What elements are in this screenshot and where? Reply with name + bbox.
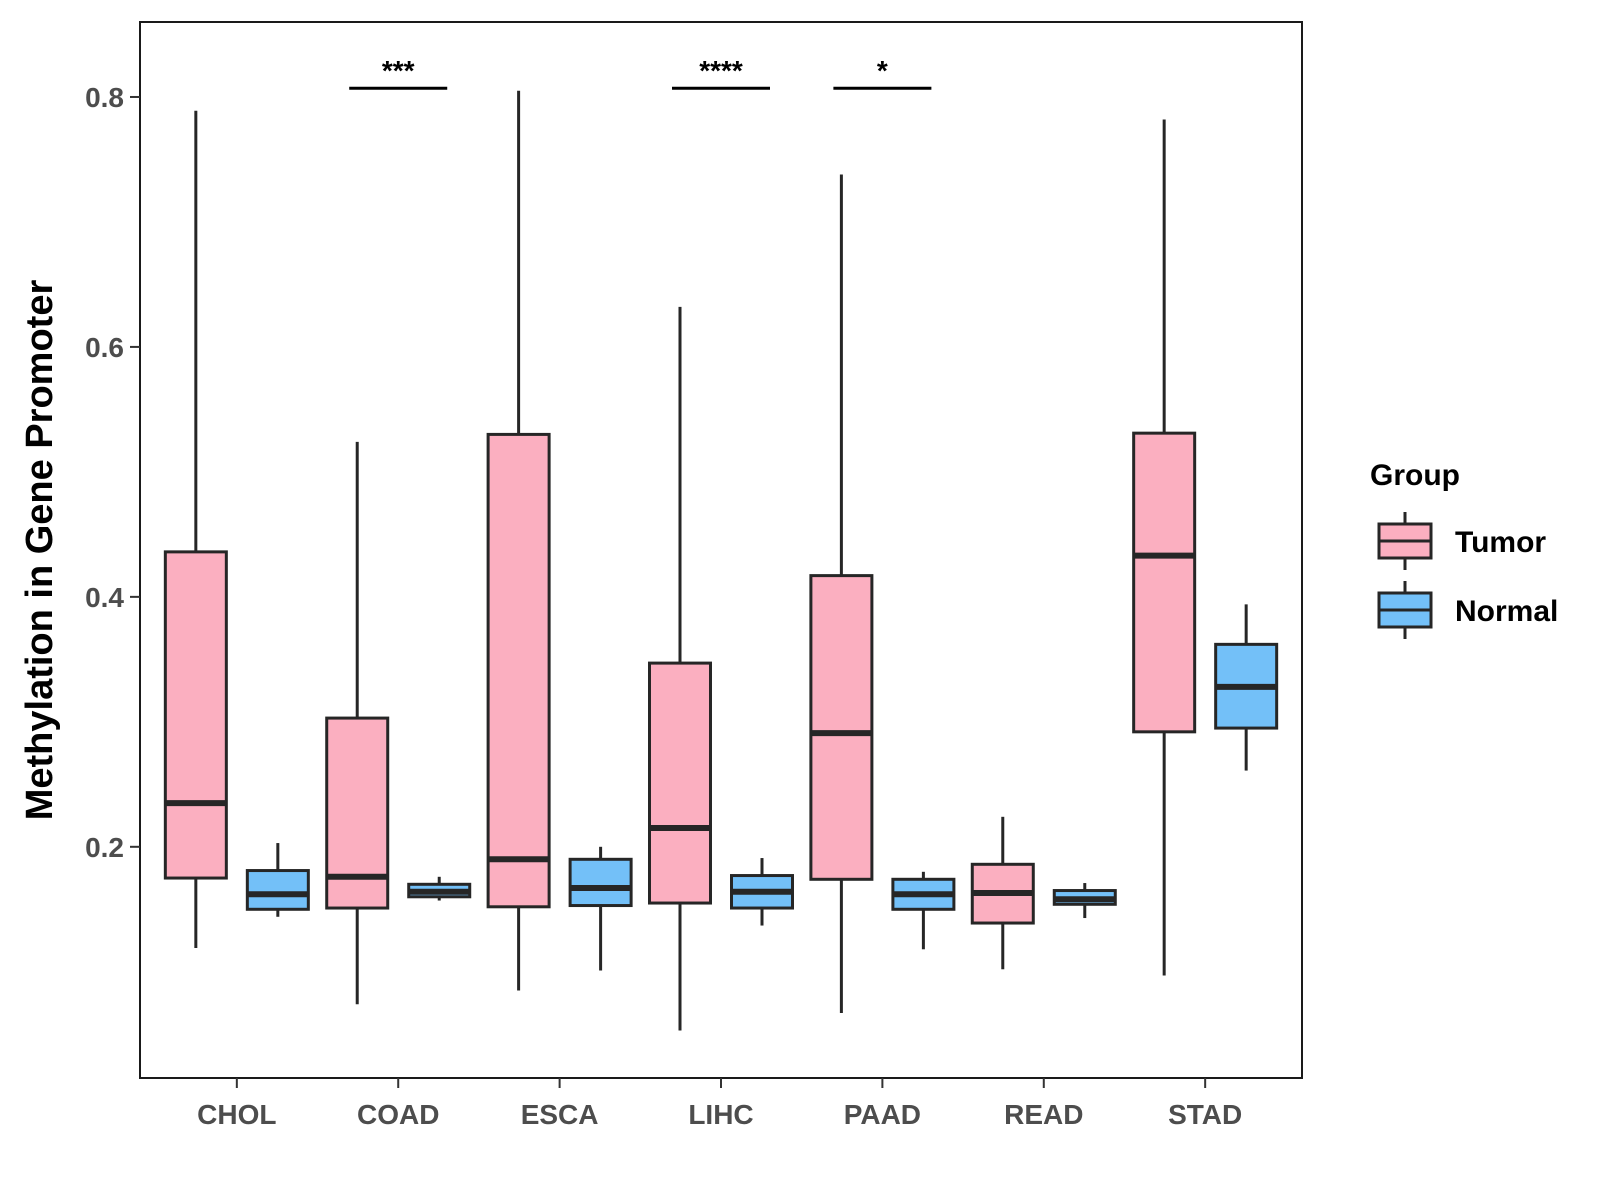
y-tick-label: 0.8 xyxy=(85,82,124,113)
y-tick-label: 0.6 xyxy=(85,332,124,363)
x-tick-label-coad: COAD xyxy=(357,1099,439,1130)
box-normal-coad xyxy=(407,876,472,901)
plot-panel xyxy=(139,21,1303,1079)
box-body xyxy=(809,574,874,881)
significance-label: *** xyxy=(382,55,415,86)
box-tumor-chol xyxy=(163,110,228,949)
legend-item-normal: Normal xyxy=(1377,581,1558,639)
legend-item-tumor: Tumor xyxy=(1377,512,1546,570)
x-tick-label-read: READ xyxy=(1004,1099,1083,1130)
y-axis: 0.2 0.4 0.6 0.8 xyxy=(85,82,140,863)
x-axis: CHOL COAD ESCA LIHC PAAD READ STAD xyxy=(197,1078,1242,1130)
box-body xyxy=(486,432,551,909)
x-tick-label-stad: STAD xyxy=(1168,1099,1242,1130)
legend: Group Tumor Normal xyxy=(1370,459,1558,639)
box-tumor-read xyxy=(970,816,1035,970)
box-body xyxy=(648,661,712,905)
x-tick-label-esca: ESCA xyxy=(521,1099,599,1130)
x-tick-label-chol: CHOL xyxy=(197,1099,276,1130)
significance-label: * xyxy=(877,55,888,86)
box-normal-read xyxy=(1052,883,1117,919)
significance-lihc: **** xyxy=(672,55,770,90)
box-body xyxy=(1132,431,1197,734)
y-tick-label: 0.2 xyxy=(85,832,124,863)
y-axis-title: Methylation in Gene Promoter xyxy=(19,280,61,821)
box-normal-stad xyxy=(1214,604,1279,771)
box-tumor-lihc xyxy=(648,306,712,1031)
significance-paad: * xyxy=(833,55,932,90)
box-body xyxy=(245,869,310,911)
y-tick-label: 0.4 xyxy=(85,582,124,613)
significance-annotations: *** **** * xyxy=(349,55,932,90)
significance-coad: *** xyxy=(349,55,448,90)
legend-title: Group xyxy=(1370,459,1460,492)
box-normal-lihc xyxy=(730,858,794,926)
boxes xyxy=(163,90,1279,1031)
box-tumor-coad xyxy=(325,441,390,1005)
box-normal-paad xyxy=(891,871,956,950)
box-normal-esca xyxy=(568,846,633,971)
x-tick-label-lihc: LIHC xyxy=(688,1099,753,1130)
legend-label-normal: Normal xyxy=(1455,595,1558,628)
box-normal-chol xyxy=(245,843,310,917)
box-body xyxy=(568,857,633,908)
box-body xyxy=(163,550,228,880)
box-tumor-paad xyxy=(809,174,874,1014)
box-tumor-stad xyxy=(1132,119,1197,976)
legend-label-tumor: Tumor xyxy=(1455,526,1546,559)
box-tumor-esca xyxy=(486,90,551,991)
x-tick-label-paad: PAAD xyxy=(844,1099,921,1130)
significance-label: **** xyxy=(699,55,743,86)
